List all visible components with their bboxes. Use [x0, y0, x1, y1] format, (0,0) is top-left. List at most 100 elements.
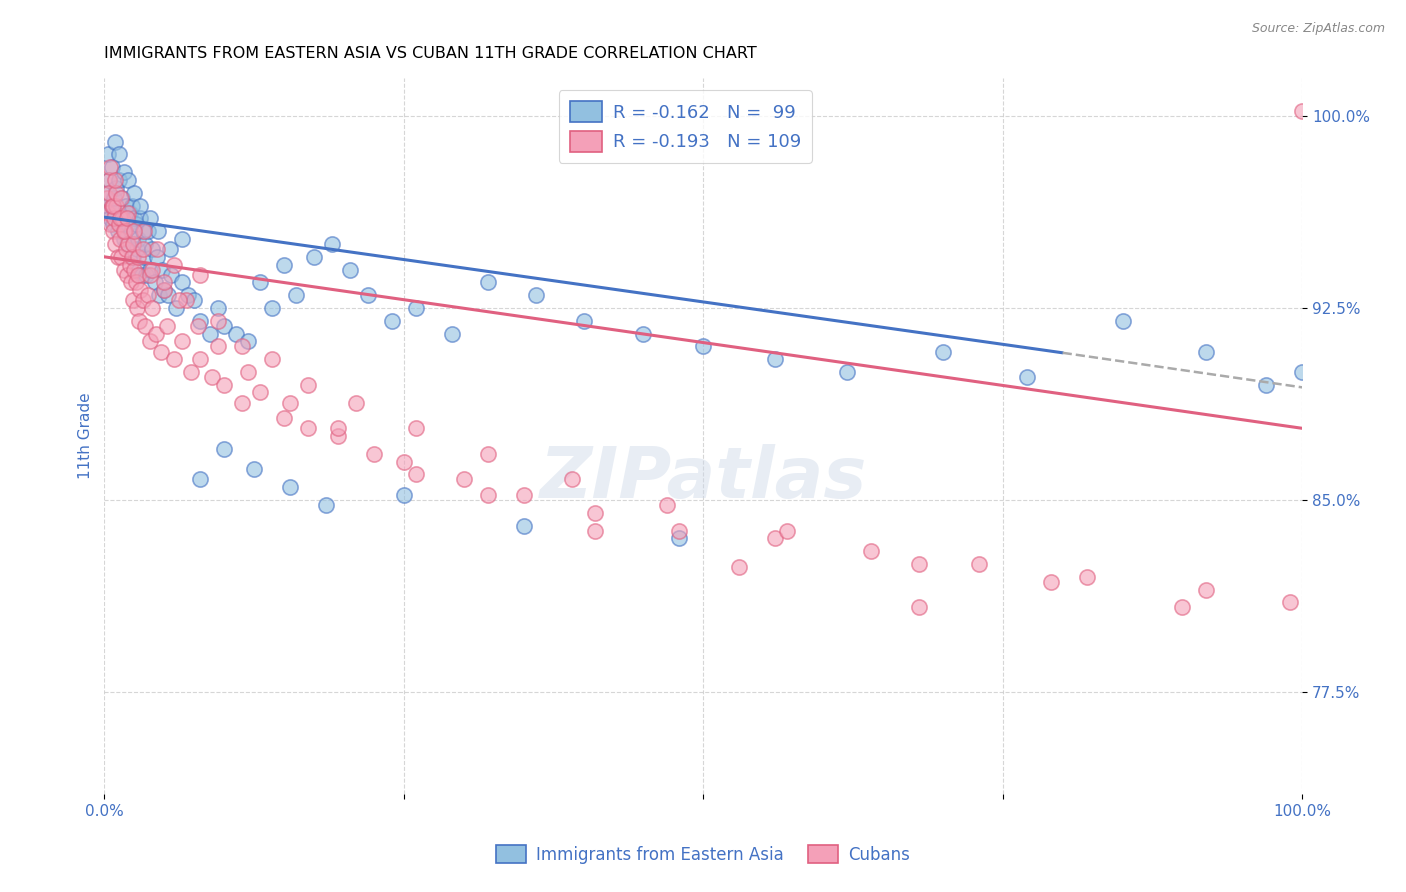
Point	[112, 262, 135, 277]
Point	[1291, 365, 1313, 379]
Point	[104, 173, 127, 187]
Point	[101, 217, 124, 231]
Point	[125, 242, 148, 256]
Point	[121, 250, 143, 264]
Point	[212, 377, 235, 392]
Point	[124, 262, 146, 277]
Point	[103, 191, 125, 205]
Point	[107, 217, 129, 231]
Point	[127, 250, 149, 264]
Point	[236, 365, 259, 379]
Point	[98, 217, 121, 231]
Text: ZIPatlas: ZIPatlas	[540, 444, 868, 514]
Point	[98, 160, 121, 174]
Point	[114, 224, 136, 238]
Point	[117, 237, 139, 252]
Point	[141, 242, 163, 256]
Point	[273, 411, 295, 425]
Point	[159, 242, 181, 256]
Point	[104, 135, 127, 149]
Point	[236, 334, 259, 349]
Point	[188, 314, 211, 328]
Point	[108, 211, 131, 226]
Point	[156, 318, 179, 333]
Point	[225, 326, 247, 341]
Point	[132, 250, 155, 264]
Point	[908, 557, 931, 571]
Point	[134, 237, 156, 252]
Point	[392, 488, 415, 502]
Point	[107, 250, 129, 264]
Point	[163, 352, 186, 367]
Point	[668, 524, 690, 538]
Point	[110, 250, 132, 264]
Point	[172, 232, 194, 246]
Point	[97, 147, 120, 161]
Point	[111, 211, 134, 226]
Point	[112, 232, 135, 246]
Point	[132, 224, 155, 238]
Point	[243, 462, 266, 476]
Point	[149, 344, 172, 359]
Point	[1195, 582, 1218, 597]
Point	[97, 206, 120, 220]
Point	[98, 186, 121, 200]
Point	[326, 429, 349, 443]
Point	[148, 288, 170, 302]
Point	[118, 258, 141, 272]
Point	[112, 165, 135, 179]
Point	[932, 344, 955, 359]
Point	[121, 199, 143, 213]
Point	[188, 473, 211, 487]
Point	[122, 237, 145, 252]
Point	[405, 301, 427, 315]
Point	[1279, 595, 1302, 609]
Point	[136, 288, 159, 302]
Point	[98, 211, 121, 226]
Point	[585, 524, 607, 538]
Point	[668, 532, 690, 546]
Point	[1039, 574, 1062, 589]
Point	[297, 377, 319, 392]
Point	[180, 365, 202, 379]
Point	[167, 293, 190, 308]
Point	[440, 326, 463, 341]
Point	[339, 262, 361, 277]
Point	[135, 268, 157, 282]
Point	[117, 173, 139, 187]
Point	[326, 421, 349, 435]
Point	[132, 242, 155, 256]
Point	[231, 395, 253, 409]
Point	[139, 211, 162, 226]
Legend: Immigrants from Eastern Asia, Cubans: Immigrants from Eastern Asia, Cubans	[489, 838, 917, 871]
Point	[560, 473, 582, 487]
Point	[107, 224, 129, 238]
Point	[101, 224, 124, 238]
Point	[585, 506, 607, 520]
Point	[104, 237, 127, 252]
Point	[117, 217, 139, 231]
Point	[108, 232, 131, 246]
Point	[262, 352, 284, 367]
Point	[212, 442, 235, 456]
Point	[285, 288, 308, 302]
Point	[187, 318, 209, 333]
Point	[633, 326, 655, 341]
Point	[120, 224, 142, 238]
Point	[105, 186, 128, 200]
Point	[124, 186, 146, 200]
Point	[1256, 377, 1278, 392]
Point	[763, 532, 786, 546]
Point	[122, 293, 145, 308]
Point	[183, 293, 205, 308]
Point	[115, 199, 138, 213]
Point	[657, 498, 679, 512]
Point	[98, 173, 121, 187]
Point	[98, 173, 121, 187]
Point	[174, 293, 197, 308]
Point	[572, 314, 595, 328]
Point	[153, 283, 176, 297]
Point	[297, 421, 319, 435]
Point	[207, 314, 229, 328]
Point	[100, 199, 122, 213]
